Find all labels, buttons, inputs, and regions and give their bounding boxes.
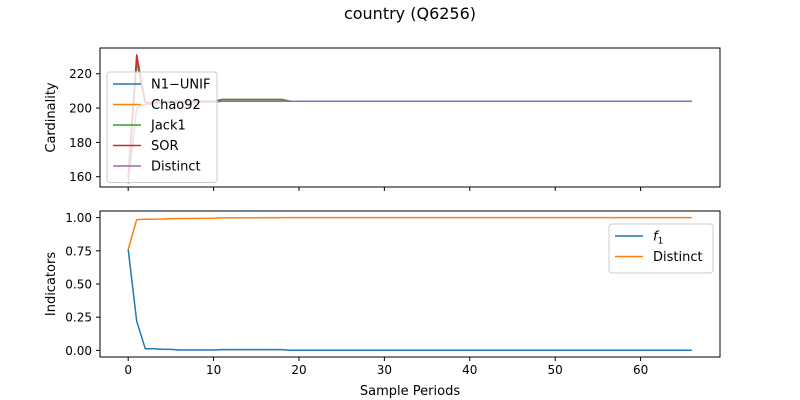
y-axis-label: Cardinality bbox=[44, 82, 59, 153]
x-tick-label: 20 bbox=[291, 363, 306, 377]
y-tick-label: 160 bbox=[69, 170, 92, 184]
x-axis-label: Sample Periods bbox=[360, 384, 460, 399]
y-axis-label: Indicators bbox=[44, 252, 59, 316]
y-tick-label: 180 bbox=[69, 136, 92, 150]
legend-label: SOR bbox=[151, 139, 179, 154]
legend-label: N1−UNIF bbox=[151, 78, 210, 93]
series-line-1 bbox=[127, 216, 692, 250]
legend: f1 Distinct bbox=[608, 223, 714, 274]
y-tick-label: 0.00 bbox=[65, 344, 92, 358]
legend-label: Jack1 bbox=[150, 119, 186, 134]
y-tick-label: 220 bbox=[69, 67, 92, 81]
series-line-0 bbox=[127, 249, 692, 351]
y-tick-label: 200 bbox=[69, 102, 92, 116]
legend-label: f1 bbox=[653, 230, 663, 247]
legend-label: Chao92 bbox=[151, 98, 201, 113]
legend-box bbox=[106, 71, 218, 183]
x-tick-label: 60 bbox=[633, 363, 648, 377]
x-tick-label: 0 bbox=[124, 363, 132, 377]
x-tick-label: 50 bbox=[548, 363, 563, 377]
legend: N1−UNIF Chao92 Jack1 SOR Distinct bbox=[106, 71, 218, 183]
x-tick-label: 40 bbox=[462, 363, 477, 377]
y-tick-label: 1.00 bbox=[65, 211, 92, 225]
x-tick-label: 30 bbox=[377, 363, 392, 377]
indicators-plot: 0 10 20 30 40 50 60 0.00 0.25 0.50 0.75 1.00 Indicat… bbox=[44, 210, 721, 399]
legend-label: Distinct bbox=[151, 160, 201, 175]
y-tick-label: 0.50 bbox=[65, 278, 92, 292]
axes-frame bbox=[99, 47, 721, 188]
cardinality-plot: 160 180 200 220 Cardinality N1−UNIF Chao92 Jack… bbox=[44, 47, 721, 191]
legend-label: Distinct bbox=[653, 250, 703, 265]
y-tick-label: 0.75 bbox=[65, 244, 92, 258]
figure-title: country (Q6256) bbox=[344, 4, 476, 23]
x-tick-label: 10 bbox=[206, 363, 221, 377]
y-tick-label: 0.25 bbox=[65, 311, 92, 325]
legend-box bbox=[608, 223, 714, 274]
series-lines bbox=[127, 216, 692, 351]
